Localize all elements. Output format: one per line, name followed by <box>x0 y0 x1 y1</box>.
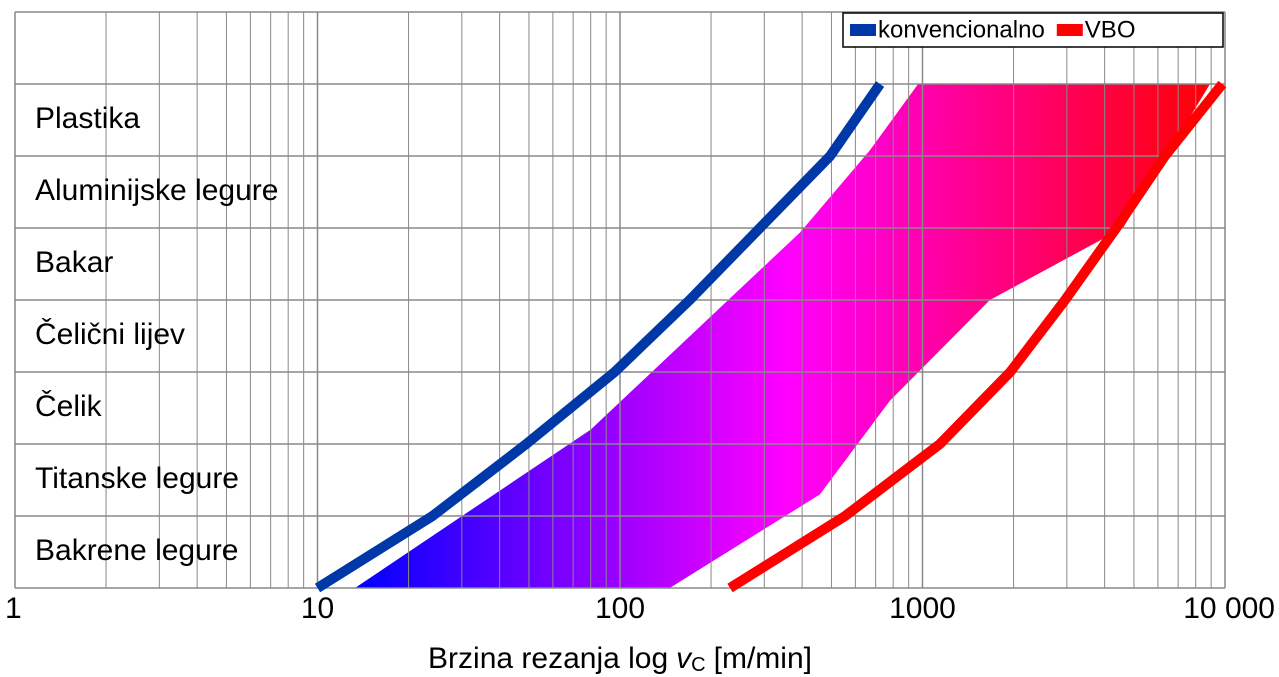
category-label: Titanske legure <box>35 462 239 495</box>
speed-range <box>354 84 1210 588</box>
x-tick-label: 100 <box>595 592 645 625</box>
x-tick-label: 1 <box>5 592 22 625</box>
series-line <box>314 81 885 593</box>
series-line <box>727 80 1227 593</box>
x-tick-label: 10 <box>301 592 334 625</box>
legend-label: VBO <box>1085 16 1136 43</box>
category-label: Čelik <box>35 389 103 423</box>
x-axis-label-part: [m/min] <box>714 642 812 675</box>
legend-label: konvencionalno <box>878 16 1045 43</box>
category-label: Plastika <box>35 102 140 135</box>
category-label: Aluminijske legure <box>35 174 278 207</box>
category-label: Bakar <box>35 246 113 279</box>
x-axis-label: Brzina rezanja log vC [m/min] <box>428 642 812 676</box>
x-axis-label-part: C <box>691 654 705 676</box>
category-label: Bakrene legure <box>35 534 238 567</box>
x-tick-label: 1000 <box>889 592 956 625</box>
category-label: Čelični lijev <box>35 317 185 351</box>
x-axis-label-part: Brzina rezanja log <box>428 642 668 675</box>
legend-swatch <box>850 24 876 36</box>
x-tick-label: 10 000 <box>1183 592 1275 625</box>
legend-box <box>842 12 1224 48</box>
legend-swatch <box>1056 24 1083 36</box>
x-axis-label-part: v <box>676 642 693 675</box>
